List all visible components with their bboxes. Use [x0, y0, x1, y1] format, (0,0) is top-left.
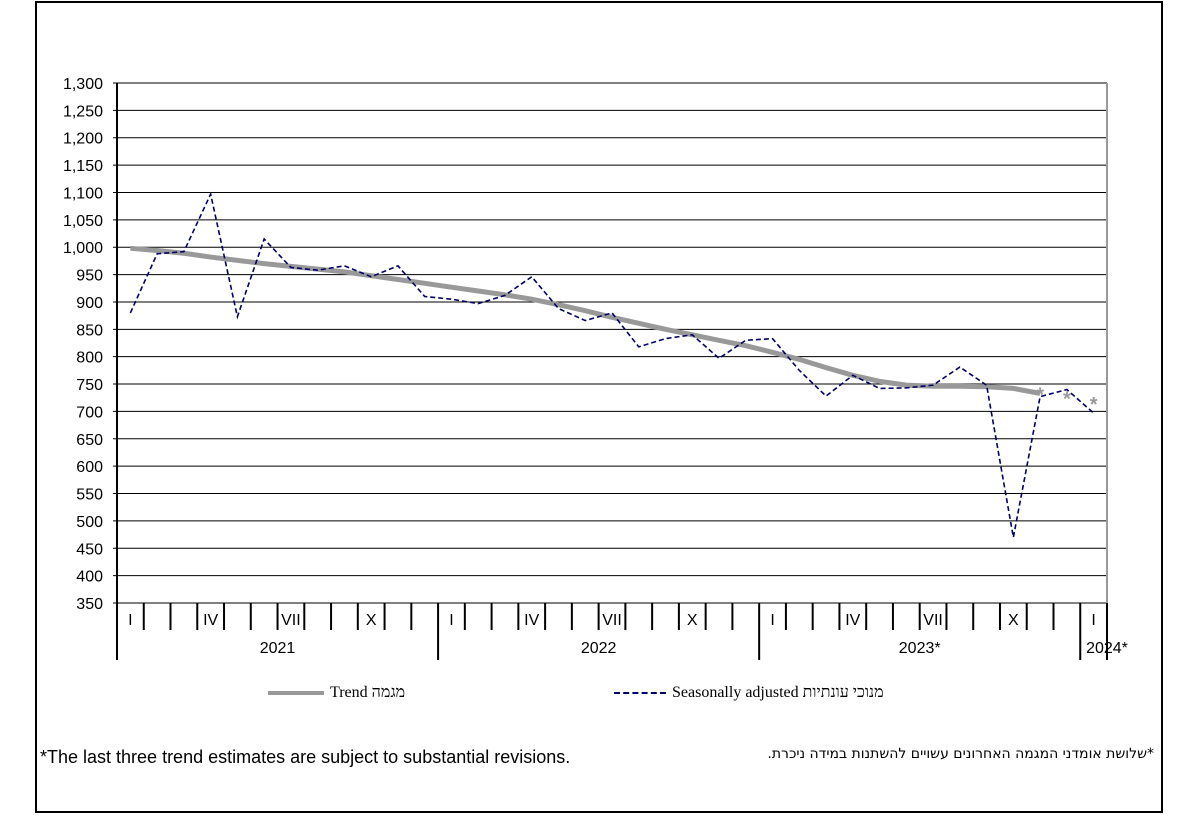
- y-tick-label: 900: [76, 295, 103, 312]
- trend-provisional-marker: *: [1090, 394, 1098, 416]
- trend-provisional-marker: *: [1063, 389, 1071, 411]
- legend-seasonal-label: Seasonally adjusted מנוכי עונתיות: [672, 684, 884, 701]
- y-tick-label: 1,250: [63, 103, 103, 120]
- y-tick-label: 800: [76, 350, 103, 367]
- month-label: I: [770, 612, 774, 629]
- footnote-english: *The last three trend estimates are subj…: [40, 747, 571, 767]
- y-tick-label: 850: [76, 322, 103, 339]
- y-tick-label: 1,150: [63, 158, 103, 175]
- month-label: VII: [602, 612, 622, 629]
- y-tick-label: 400: [76, 569, 103, 586]
- legend-seasonal: Seasonally adjusted מנוכי עונתיות: [614, 684, 884, 702]
- month-label: VII: [281, 612, 301, 629]
- legend-trend-label: Trend מגמה: [330, 684, 406, 701]
- year-label: 2022: [581, 640, 617, 657]
- legend-trend: Trend מגמה: [268, 684, 405, 702]
- y-tick-label: 600: [76, 459, 103, 476]
- y-tick-label: 450: [76, 541, 103, 558]
- y-tick-label: 1,200: [63, 131, 103, 148]
- y-tick-label: 500: [76, 514, 103, 531]
- y-tick-label: 650: [76, 432, 103, 449]
- month-label: IV: [845, 612, 860, 629]
- seasonal-line: [129, 191, 1095, 538]
- legend-trend-swatch: [268, 691, 324, 695]
- y-tick-label: 550: [76, 487, 103, 504]
- month-label: IV: [203, 612, 218, 629]
- year-label: 2023*: [899, 640, 941, 657]
- y-tick-label: 750: [76, 377, 103, 394]
- y-tick-label: 950: [76, 268, 103, 285]
- y-tick-label: 1,000: [63, 240, 103, 257]
- y-tick-label: 700: [76, 404, 103, 421]
- trend-provisional-marker: *: [1036, 384, 1044, 406]
- month-label: I: [1091, 612, 1095, 629]
- year-label: 2021: [260, 640, 296, 657]
- y-tick-label: 1,300: [63, 76, 103, 93]
- y-tick-label: 1,100: [63, 185, 103, 202]
- year-label: 2024*: [1086, 640, 1128, 657]
- month-label: IV: [524, 612, 539, 629]
- legend-seasonal-swatch: [614, 692, 666, 694]
- month-label: X: [1008, 612, 1019, 629]
- month-label: X: [366, 612, 377, 629]
- trend-line: [130, 245, 1041, 396]
- month-label: VII: [923, 612, 943, 629]
- chart-frame: [35, 1, 1163, 813]
- y-tick-label: 1,050: [63, 213, 103, 230]
- month-label: I: [449, 612, 453, 629]
- footnote-hebrew: *שלושת אומדני המגמה האחרונים עשויים להשת…: [767, 746, 1154, 762]
- y-tick-label: 350: [76, 596, 103, 613]
- month-label: X: [687, 612, 698, 629]
- month-label: I: [128, 612, 132, 629]
